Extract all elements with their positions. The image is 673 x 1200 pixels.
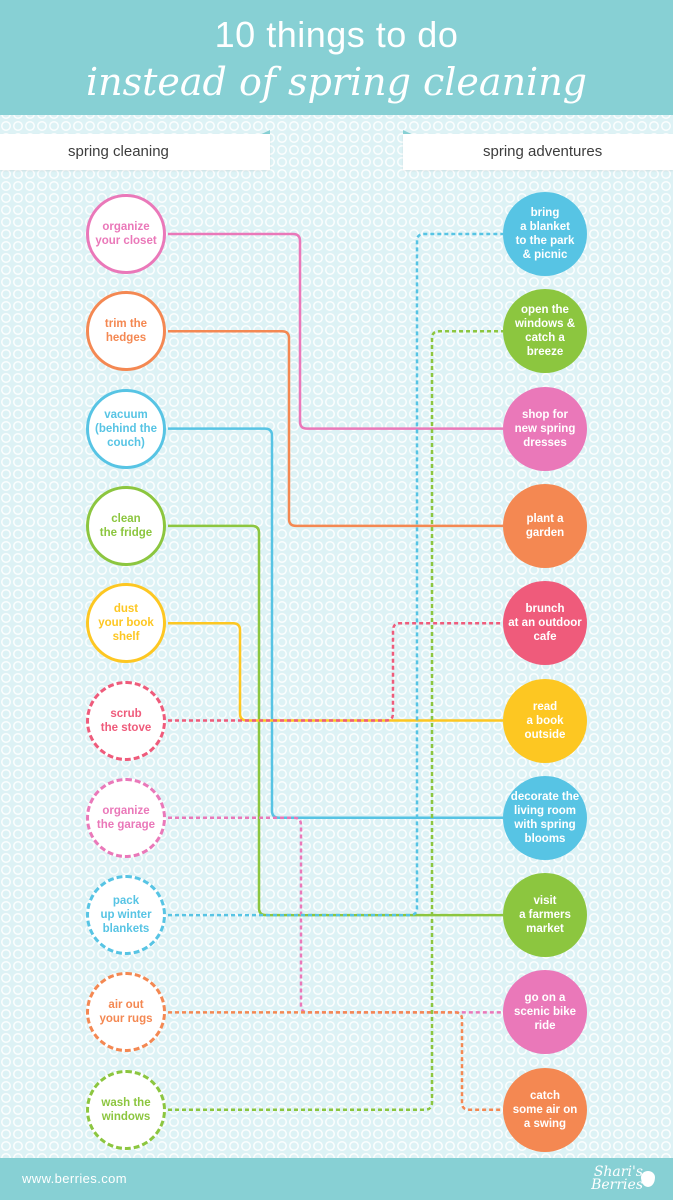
adventure-item-4: plant a garden bbox=[503, 483, 587, 568]
connector-9-to-10 bbox=[168, 1011, 503, 1111]
connector-8-to-1 bbox=[168, 232, 503, 917]
footer-url-link[interactable]: www.berries.com bbox=[22, 1171, 127, 1186]
right-column-label: spring adventures bbox=[483, 143, 603, 160]
right-column-header: spring adventures bbox=[403, 134, 673, 170]
logo-line-2: Berries bbox=[591, 1177, 643, 1193]
adventure-item-6: read a book outside bbox=[503, 678, 587, 763]
left-column-header: spring cleaning bbox=[0, 134, 270, 170]
adventure-item-10: catch some air on a swing bbox=[503, 1067, 587, 1152]
cleaning-item-10: wash the windows bbox=[86, 1069, 166, 1150]
connector-5-to-6 bbox=[168, 621, 503, 722]
connector-6-to-5 bbox=[168, 621, 503, 722]
adventure-item-5: brunch at an outdoor cafe bbox=[503, 581, 587, 666]
cleaning-item-8: pack up winter blankets bbox=[86, 875, 166, 956]
cleaning-item-2: trim the hedges bbox=[86, 291, 166, 372]
adventure-item-9: go on a scenic bike ride bbox=[503, 970, 587, 1055]
footer-logo: Shari's Berries bbox=[591, 1164, 643, 1193]
cleaning-item-5: dust your book shelf bbox=[86, 583, 166, 664]
title-line-2: instead of spring cleaning bbox=[86, 60, 587, 104]
adventure-item-3: shop for new spring dresses bbox=[503, 386, 587, 471]
cleaning-item-6: scrub the stove bbox=[86, 680, 166, 761]
left-column-label: spring cleaning bbox=[68, 143, 169, 160]
adventure-item-2: open the windows & catch a breeze bbox=[503, 289, 587, 374]
cleaning-item-3: vacuum (behind the couch) bbox=[86, 388, 166, 469]
connector-10-to-2 bbox=[168, 330, 503, 1111]
adventure-item-1: bring a blanket to the park & picnic bbox=[503, 192, 587, 276]
connector-1-to-3 bbox=[168, 232, 503, 430]
cleaning-item-4: clean the fridge bbox=[86, 485, 166, 566]
connector-2-to-4 bbox=[168, 330, 503, 528]
cleaning-item-7: organize the garage bbox=[86, 777, 166, 858]
adventure-item-8: visit a farmers market bbox=[503, 873, 587, 958]
title-line-1: 10 things to do bbox=[214, 14, 459, 55]
cleaning-item-1: organize your closet bbox=[86, 194, 166, 274]
cleaning-item-9: air out your rugs bbox=[86, 972, 166, 1053]
berry-icon bbox=[641, 1171, 655, 1187]
adventure-item-7: decorate the living room with spring blo… bbox=[503, 775, 587, 860]
header-banner: 10 things to do instead of spring cleani… bbox=[0, 0, 673, 115]
footer-bar: www.berries.com Shari's Berries bbox=[0, 1158, 673, 1200]
logo-line-1: Shari's bbox=[593, 1164, 643, 1180]
